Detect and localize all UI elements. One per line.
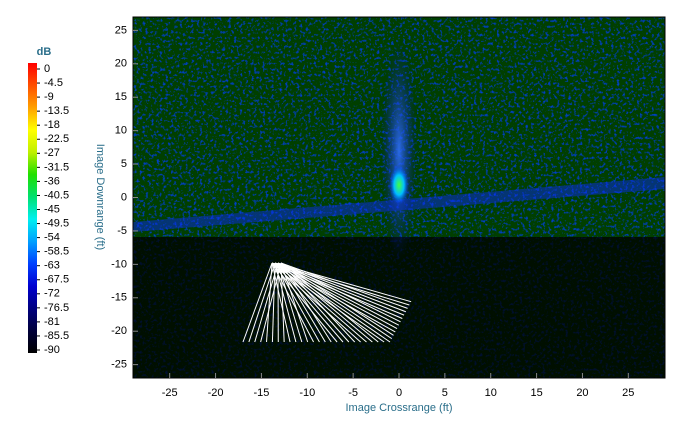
y-tick-label: -15 xyxy=(111,292,127,304)
colorbar-tick-label: -63 xyxy=(44,260,60,272)
x-tick-label: 10 xyxy=(485,387,497,399)
y-tick-label: -10 xyxy=(111,258,127,270)
colorbar-tick-label: -27 xyxy=(44,147,60,159)
x-tick-label: -10 xyxy=(299,387,315,399)
y-tick-label: 5 xyxy=(121,158,127,170)
colorbar-tick-label: -36 xyxy=(44,175,60,187)
x-tick-label: -5 xyxy=(348,387,358,399)
y-tick-label: 0 xyxy=(121,191,127,203)
y-tick-label: 25 xyxy=(115,24,127,36)
y-tick-label: 15 xyxy=(115,91,127,103)
colorbar-tick-label: -76.5 xyxy=(44,302,69,314)
colorbar-tick-label: -22.5 xyxy=(44,133,69,145)
colorbar-tick-label: -81 xyxy=(44,316,60,328)
x-tick-label: 25 xyxy=(622,387,634,399)
colorbar-tick-label: -31.5 xyxy=(44,161,69,173)
y-axis-label: Image Downrange (ft) xyxy=(94,144,106,250)
colorbar-tick-label: -4.5 xyxy=(44,77,63,89)
y-tick-label: 20 xyxy=(115,58,127,70)
y-tick-label: -20 xyxy=(111,325,127,337)
colorbar xyxy=(28,63,37,353)
colorbar-tick-label: -90 xyxy=(44,344,60,356)
colorbar-label: dB xyxy=(37,46,52,58)
target-peak xyxy=(389,165,409,205)
target-streak xyxy=(381,40,417,260)
colorbar-tick-label: 0 xyxy=(44,63,50,75)
colorbar-tick-label: -13.5 xyxy=(44,105,69,117)
colorbar-tick-label: -54 xyxy=(44,232,60,244)
x-tick-label: -25 xyxy=(162,387,178,399)
colorbar-tick-label: -45 xyxy=(44,203,60,215)
x-tick-label: -20 xyxy=(208,387,224,399)
x-tick-label: 15 xyxy=(530,387,542,399)
y-tick-label: -5 xyxy=(117,225,127,237)
colorbar-tick-label: -58.5 xyxy=(44,246,69,258)
colorbar-tick-label: -67.5 xyxy=(44,274,69,286)
x-tick-label: 5 xyxy=(442,387,448,399)
radar-image xyxy=(133,17,665,378)
y-tick-label: 10 xyxy=(115,125,127,137)
colorbar-tick-label: -18 xyxy=(44,119,60,131)
x-axis-label: Image Crossrange (ft) xyxy=(346,402,453,414)
colorbar-tick-label: -72 xyxy=(44,288,60,300)
colorbar-tick-label: -85.5 xyxy=(44,330,69,342)
colorbar-tick-label: -9 xyxy=(44,91,54,103)
x-tick-label: 0 xyxy=(396,387,402,399)
colorbar-tick-label: -49.5 xyxy=(44,217,69,229)
x-tick-label: -15 xyxy=(253,387,269,399)
x-tick-label: 20 xyxy=(576,387,588,399)
colorbar-tick-label: -40.5 xyxy=(44,189,69,201)
y-tick-label: -25 xyxy=(111,359,127,371)
